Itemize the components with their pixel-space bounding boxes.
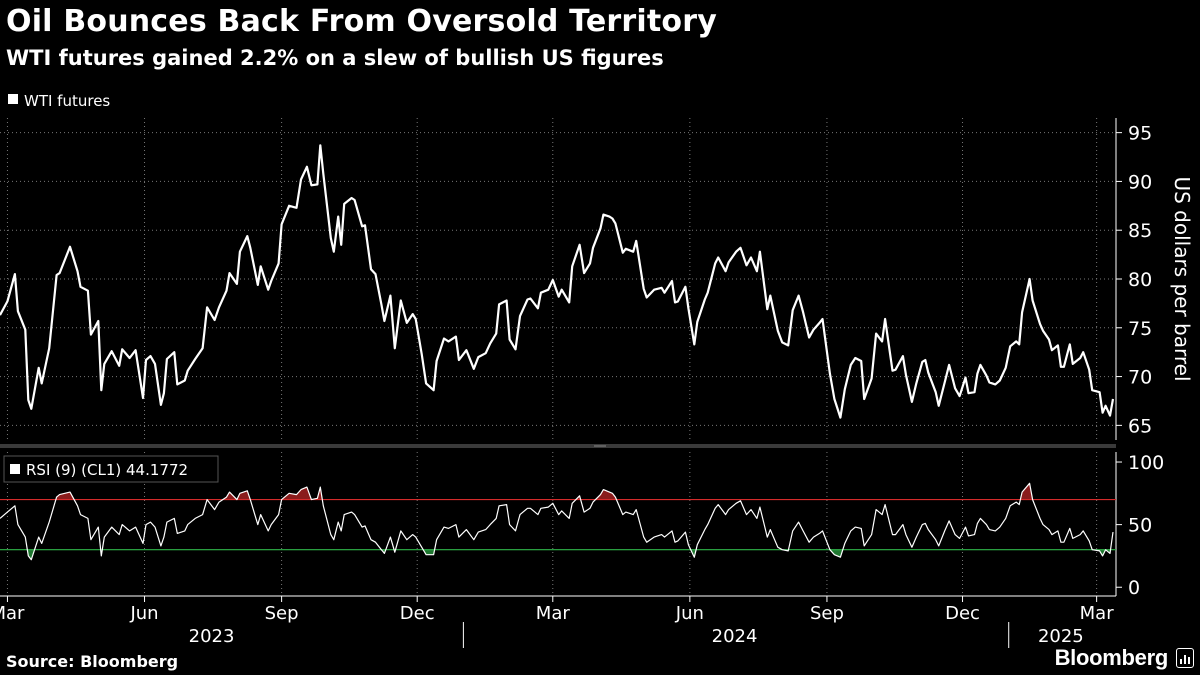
chart-subtitle: WTI futures gained 2.2% on a slew of bul… xyxy=(6,46,664,70)
price-panel: 65 70 75 80 85 90 95 US dollars per barrel WTI f… xyxy=(0,92,1194,440)
price-ytick-label: 95 xyxy=(1128,123,1152,145)
rsi-oversold-fill xyxy=(0,549,1113,560)
year-label: 2025 xyxy=(1038,626,1084,647)
price-ytick-label: 75 xyxy=(1128,318,1152,340)
year-label: 2023 xyxy=(189,626,235,647)
year-label: 2024 xyxy=(712,626,758,647)
price-ytick-label: 90 xyxy=(1128,171,1152,193)
price-legend-swatch xyxy=(8,94,18,104)
x-tick-label: Mar xyxy=(536,603,571,624)
price-legend-label: WTI futures xyxy=(24,92,110,110)
bloomberg-terminal-icon xyxy=(1176,648,1194,668)
price-ytick-label: 70 xyxy=(1128,367,1152,389)
price-ylabel: US dollars per barrel xyxy=(1170,176,1194,381)
price-ytick-label: 65 xyxy=(1128,415,1152,437)
x-tick-label: Mar xyxy=(0,603,25,624)
x-tick-label: Mar xyxy=(1080,603,1115,624)
rsi-ytick-label: 50 xyxy=(1128,515,1152,537)
x-axis: Mar Jun Sep Dec Mar Jun Sep Dec Mar 2023 2024 2025 xyxy=(0,595,1116,648)
x-tick-label: Jun xyxy=(675,603,704,624)
rsi-panel: 0 50 100 RSI (9) (CL1) 44.1772 xyxy=(0,444,1164,599)
rsi-line xyxy=(0,482,1114,561)
x-tick-label: Dec xyxy=(945,603,980,624)
rsi-legend-swatch xyxy=(10,464,20,474)
rsi-legend-label: RSI (9) (CL1) 44.1772 xyxy=(26,461,188,479)
source-note: Source: Bloomberg xyxy=(6,652,179,671)
bloomberg-logo: Bloomberg xyxy=(1054,645,1169,670)
price-ytick-label: 85 xyxy=(1128,220,1152,242)
wti-futures-line xyxy=(0,144,1115,419)
rsi-legend-box xyxy=(3,455,219,483)
chart-title: Oil Bounces Back From Oversold Territory xyxy=(6,4,717,39)
x-tick-label: Jun xyxy=(129,603,158,624)
x-tick-label: Sep xyxy=(810,603,844,624)
price-ytick-label: 80 xyxy=(1128,269,1152,291)
x-tick-label: Sep xyxy=(265,603,299,624)
rsi-overbought-fill xyxy=(55,483,1033,500)
panel-separator xyxy=(0,444,1116,448)
rsi-ytick-label: 0 xyxy=(1128,577,1140,599)
rsi-ytick-label: 100 xyxy=(1128,452,1164,474)
x-tick-label: Dec xyxy=(400,603,435,624)
